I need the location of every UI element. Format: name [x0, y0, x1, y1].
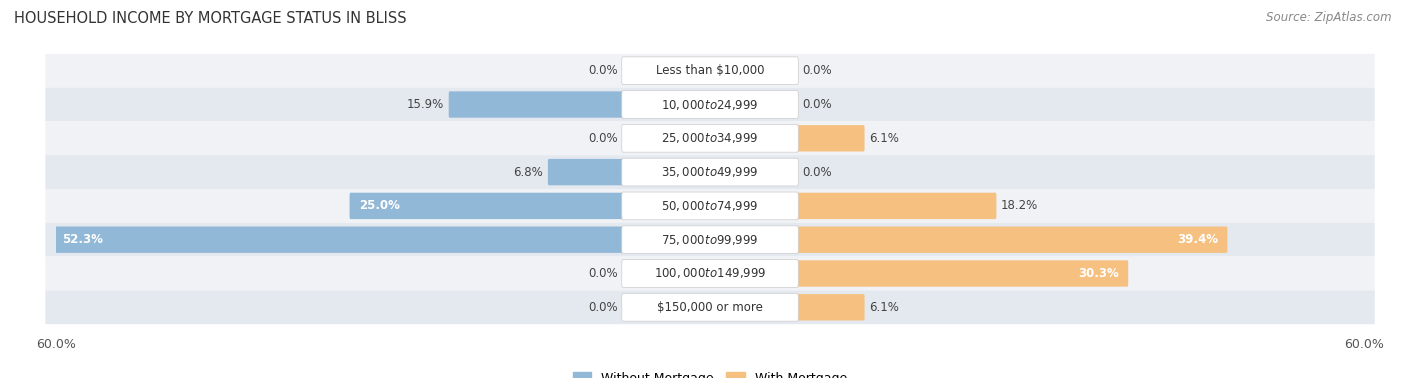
Text: 0.0%: 0.0% [803, 98, 832, 111]
FancyBboxPatch shape [796, 294, 865, 321]
Text: 6.1%: 6.1% [869, 132, 898, 145]
Text: 6.1%: 6.1% [869, 301, 898, 314]
FancyBboxPatch shape [796, 125, 865, 152]
Text: 30.3%: 30.3% [1078, 267, 1119, 280]
Text: Source: ZipAtlas.com: Source: ZipAtlas.com [1267, 11, 1392, 24]
FancyBboxPatch shape [621, 192, 799, 220]
FancyBboxPatch shape [621, 260, 799, 287]
FancyBboxPatch shape [796, 260, 1128, 287]
Text: 0.0%: 0.0% [588, 132, 617, 145]
Text: 39.4%: 39.4% [1177, 233, 1218, 246]
FancyBboxPatch shape [621, 57, 799, 85]
Text: 25.0%: 25.0% [359, 200, 401, 212]
Text: HOUSEHOLD INCOME BY MORTGAGE STATUS IN BLISS: HOUSEHOLD INCOME BY MORTGAGE STATUS IN B… [14, 11, 406, 26]
FancyBboxPatch shape [45, 54, 1375, 88]
FancyBboxPatch shape [45, 155, 1375, 189]
Text: $50,000 to $74,999: $50,000 to $74,999 [661, 199, 759, 213]
Text: 0.0%: 0.0% [803, 64, 832, 77]
Text: 6.8%: 6.8% [513, 166, 543, 178]
Text: $100,000 to $149,999: $100,000 to $149,999 [654, 266, 766, 280]
Legend: Without Mortgage, With Mortgage: Without Mortgage, With Mortgage [568, 367, 852, 378]
Text: $150,000 or more: $150,000 or more [657, 301, 763, 314]
Text: 18.2%: 18.2% [1001, 200, 1038, 212]
Text: $35,000 to $49,999: $35,000 to $49,999 [661, 165, 759, 179]
FancyBboxPatch shape [350, 193, 624, 219]
FancyBboxPatch shape [621, 124, 799, 152]
FancyBboxPatch shape [621, 226, 799, 254]
FancyBboxPatch shape [52, 226, 624, 253]
FancyBboxPatch shape [45, 257, 1375, 290]
FancyBboxPatch shape [45, 290, 1375, 324]
Text: 0.0%: 0.0% [588, 301, 617, 314]
FancyBboxPatch shape [45, 223, 1375, 257]
Text: 0.0%: 0.0% [588, 64, 617, 77]
FancyBboxPatch shape [796, 226, 1227, 253]
Text: $75,000 to $99,999: $75,000 to $99,999 [661, 233, 759, 247]
Text: 0.0%: 0.0% [803, 166, 832, 178]
FancyBboxPatch shape [45, 189, 1375, 223]
FancyBboxPatch shape [621, 158, 799, 186]
FancyBboxPatch shape [796, 193, 997, 219]
FancyBboxPatch shape [45, 88, 1375, 121]
Text: 15.9%: 15.9% [406, 98, 444, 111]
FancyBboxPatch shape [621, 91, 799, 118]
FancyBboxPatch shape [621, 293, 799, 321]
FancyBboxPatch shape [548, 159, 624, 185]
Text: 52.3%: 52.3% [62, 233, 103, 246]
Text: $25,000 to $34,999: $25,000 to $34,999 [661, 131, 759, 145]
FancyBboxPatch shape [449, 91, 624, 118]
Text: Less than $10,000: Less than $10,000 [655, 64, 765, 77]
Text: $10,000 to $24,999: $10,000 to $24,999 [661, 98, 759, 112]
FancyBboxPatch shape [45, 121, 1375, 155]
Text: 0.0%: 0.0% [588, 267, 617, 280]
